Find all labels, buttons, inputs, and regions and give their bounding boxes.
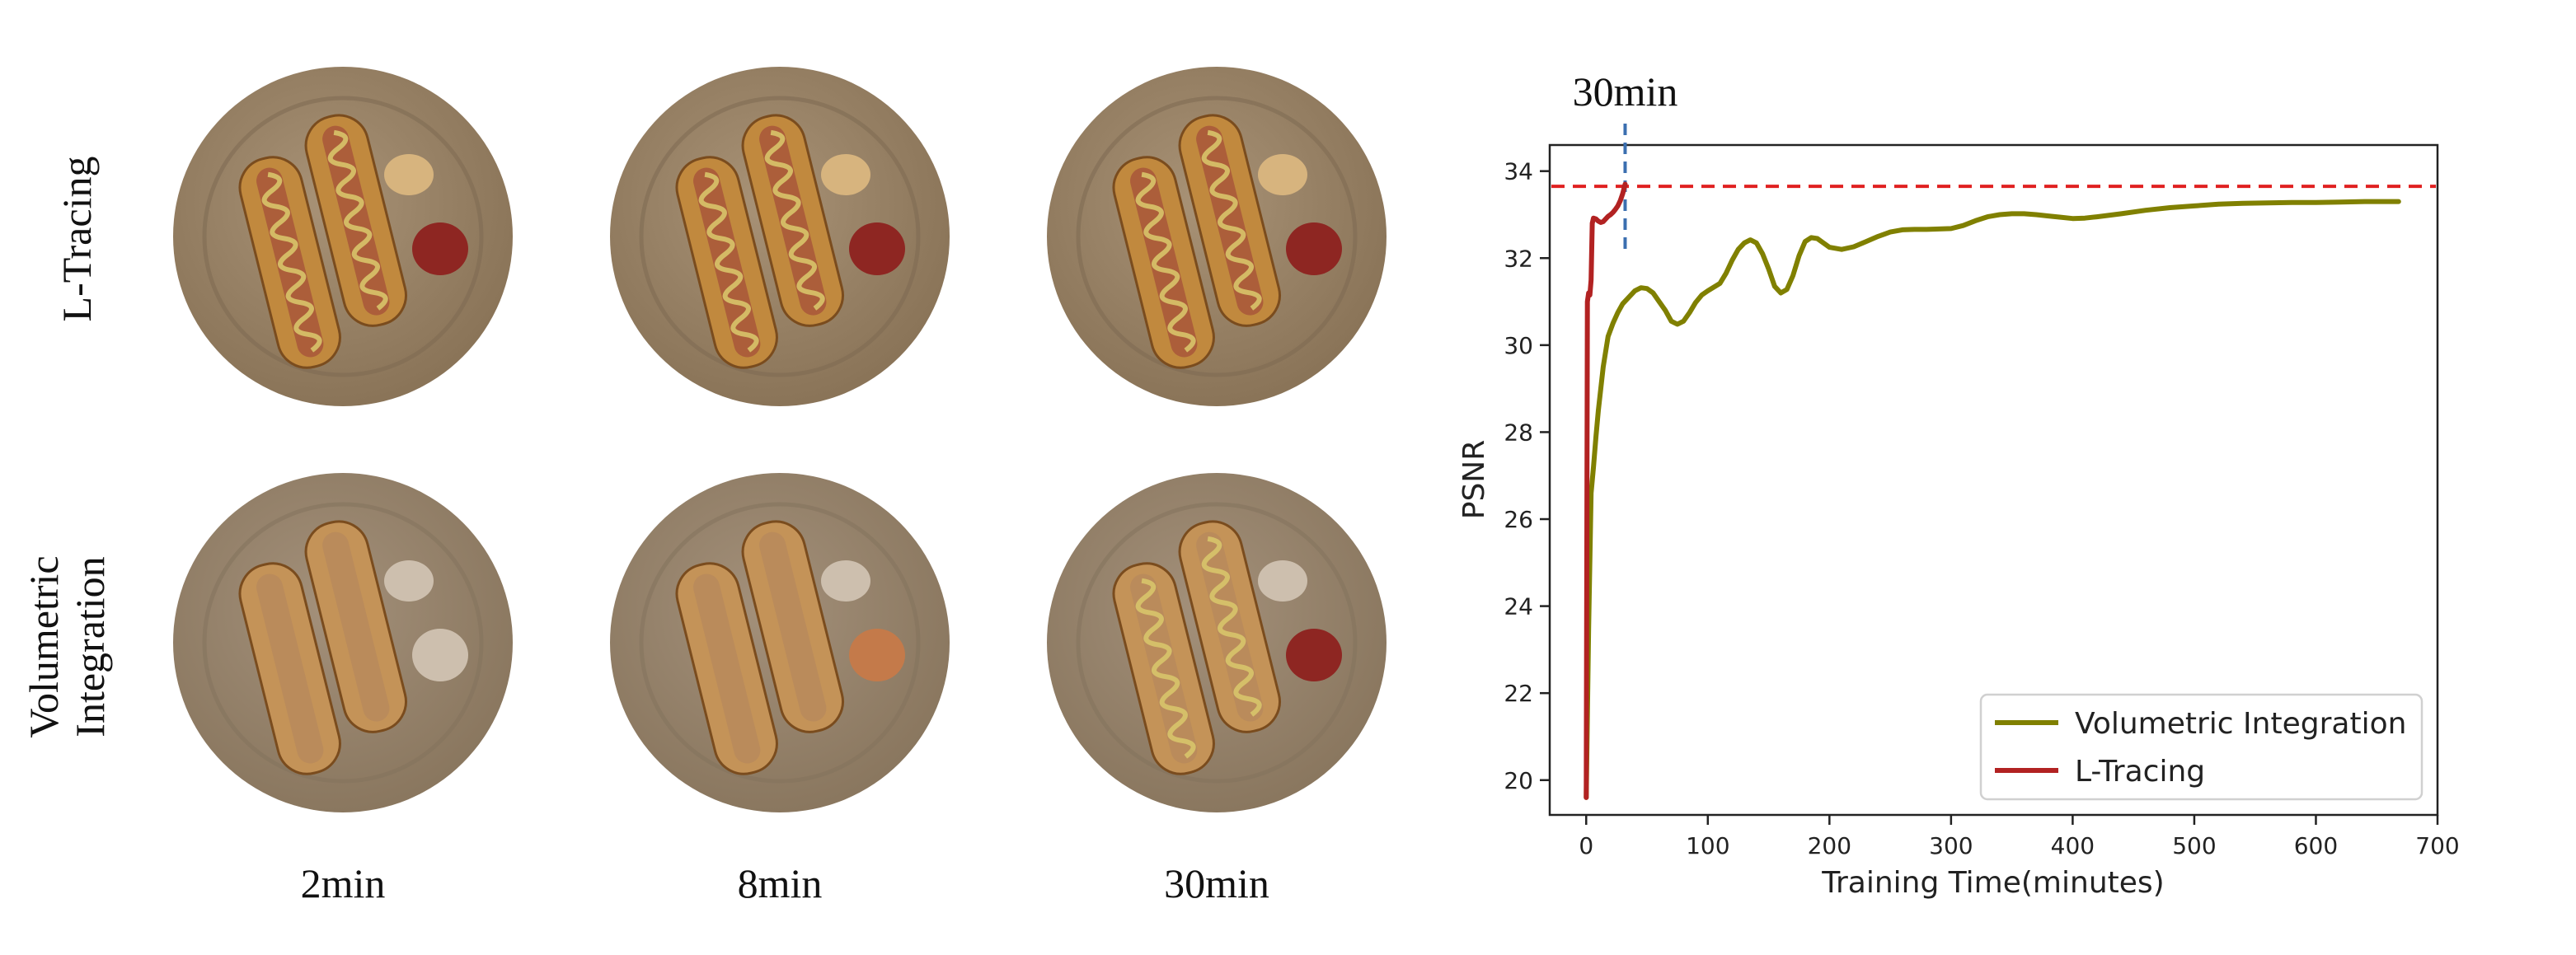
plot-frame xyxy=(1548,143,2439,817)
legend-label-l-tracing: L-Tracing xyxy=(2075,755,2205,789)
x-tick-label: 0 xyxy=(1579,832,1593,859)
legend-box xyxy=(1979,693,2424,801)
y-tick-label: 26 xyxy=(1504,506,1533,533)
row-label-volumetric-integration: Volumetric Integration xyxy=(21,555,113,738)
plate-image-l-tracing-2min xyxy=(173,67,513,406)
x-axis-label: Training Time(minutes) xyxy=(1821,866,2164,900)
row-label-l-tracing: L-Tracing xyxy=(54,156,100,322)
x-tick-label: 200 xyxy=(1808,832,1851,859)
y-axis-label: PSNR xyxy=(1457,440,1491,520)
plate-image-l-tracing-30min xyxy=(1047,67,1387,406)
y-tick-label: 20 xyxy=(1504,767,1533,794)
x-tick-label: 300 xyxy=(1929,832,1973,859)
x-tick-label: 400 xyxy=(2051,832,2095,859)
y-tick-label: 34 xyxy=(1504,158,1533,185)
y-tick-label: 30 xyxy=(1504,332,1533,359)
y-tick-label: 22 xyxy=(1504,680,1533,707)
annotation-30min: 30min xyxy=(1573,68,1678,115)
column-label-2min: 2min xyxy=(300,860,386,906)
x-tick-label: 100 xyxy=(1686,832,1729,859)
series-line-volumetric-integration xyxy=(1584,199,2401,800)
plate-image-volumetric-integration-2min xyxy=(173,473,513,812)
legend-label-volumetric-integration: Volumetric Integration xyxy=(2075,707,2406,741)
x-tick-label: 700 xyxy=(2415,832,2459,859)
legend: Volumetric Integration L-Tracing xyxy=(1979,693,2424,801)
y-tick-label: 32 xyxy=(1504,245,1533,272)
plate-image-l-tracing-8min xyxy=(610,67,950,406)
plate-image-volumetric-integration-8min xyxy=(610,473,950,812)
y-tick-label: 24 xyxy=(1504,593,1533,620)
x-tick-label: 600 xyxy=(2294,832,2338,859)
series-line-l-tracing xyxy=(1584,181,1628,800)
column-label-8min: 8min xyxy=(737,860,823,906)
x-tick-label: 500 xyxy=(2172,832,2216,859)
column-label-30min: 30min xyxy=(1164,860,1269,906)
plate-image-volumetric-integration-30min xyxy=(1047,473,1387,812)
y-tick-label: 28 xyxy=(1504,419,1533,446)
